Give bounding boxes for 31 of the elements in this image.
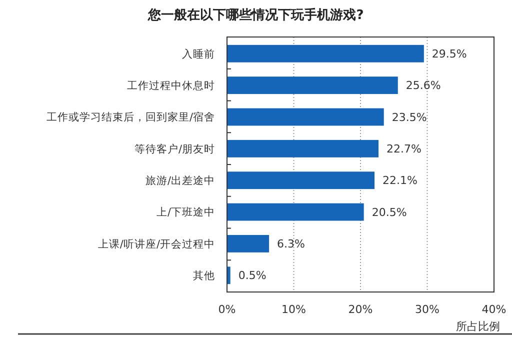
bar xyxy=(227,234,270,252)
y-tick-label: 工作或学习结束后，回到家里/宿舍 xyxy=(46,110,215,124)
bar xyxy=(227,108,384,126)
x-tick-label: 10% xyxy=(282,303,306,316)
bar xyxy=(227,266,230,284)
y-tick-label: 等待客户/朋友时 xyxy=(134,142,215,156)
data-label: 23.5% xyxy=(392,110,427,124)
x-tick-label: 40% xyxy=(482,303,506,316)
bar xyxy=(227,44,424,62)
chart-title: 您一般在以下哪些情况下玩手机游戏? xyxy=(147,7,364,23)
x-tick-label: 0% xyxy=(218,303,236,316)
y-tick-label: 工作过程中休息时 xyxy=(127,78,215,92)
data-label: 0.5% xyxy=(238,269,266,282)
bar xyxy=(227,140,379,158)
bar xyxy=(227,203,364,221)
y-tick-label: 上课/听讲座/开会过程中 xyxy=(98,237,215,250)
data-label: 22.1% xyxy=(382,174,418,188)
x-axis-title: 所占比例 xyxy=(456,320,500,333)
data-label: 29.5% xyxy=(432,47,467,60)
data-label: 20.5% xyxy=(372,206,407,219)
y-tick-label: 旅游/出差途中 xyxy=(145,174,215,188)
bar xyxy=(227,172,375,190)
data-label: 6.3% xyxy=(277,238,306,251)
x-tick-label: 20% xyxy=(348,303,373,316)
y-tick-label: 上/下班途中 xyxy=(156,206,215,219)
x-tick-label: 30% xyxy=(415,303,440,316)
data-label: 22.7% xyxy=(386,142,422,156)
y-tick-label: 其他 xyxy=(193,269,215,282)
bar xyxy=(227,76,398,94)
data-label: 25.6% xyxy=(406,79,441,92)
y-tick-label: 入睡前 xyxy=(182,47,215,60)
